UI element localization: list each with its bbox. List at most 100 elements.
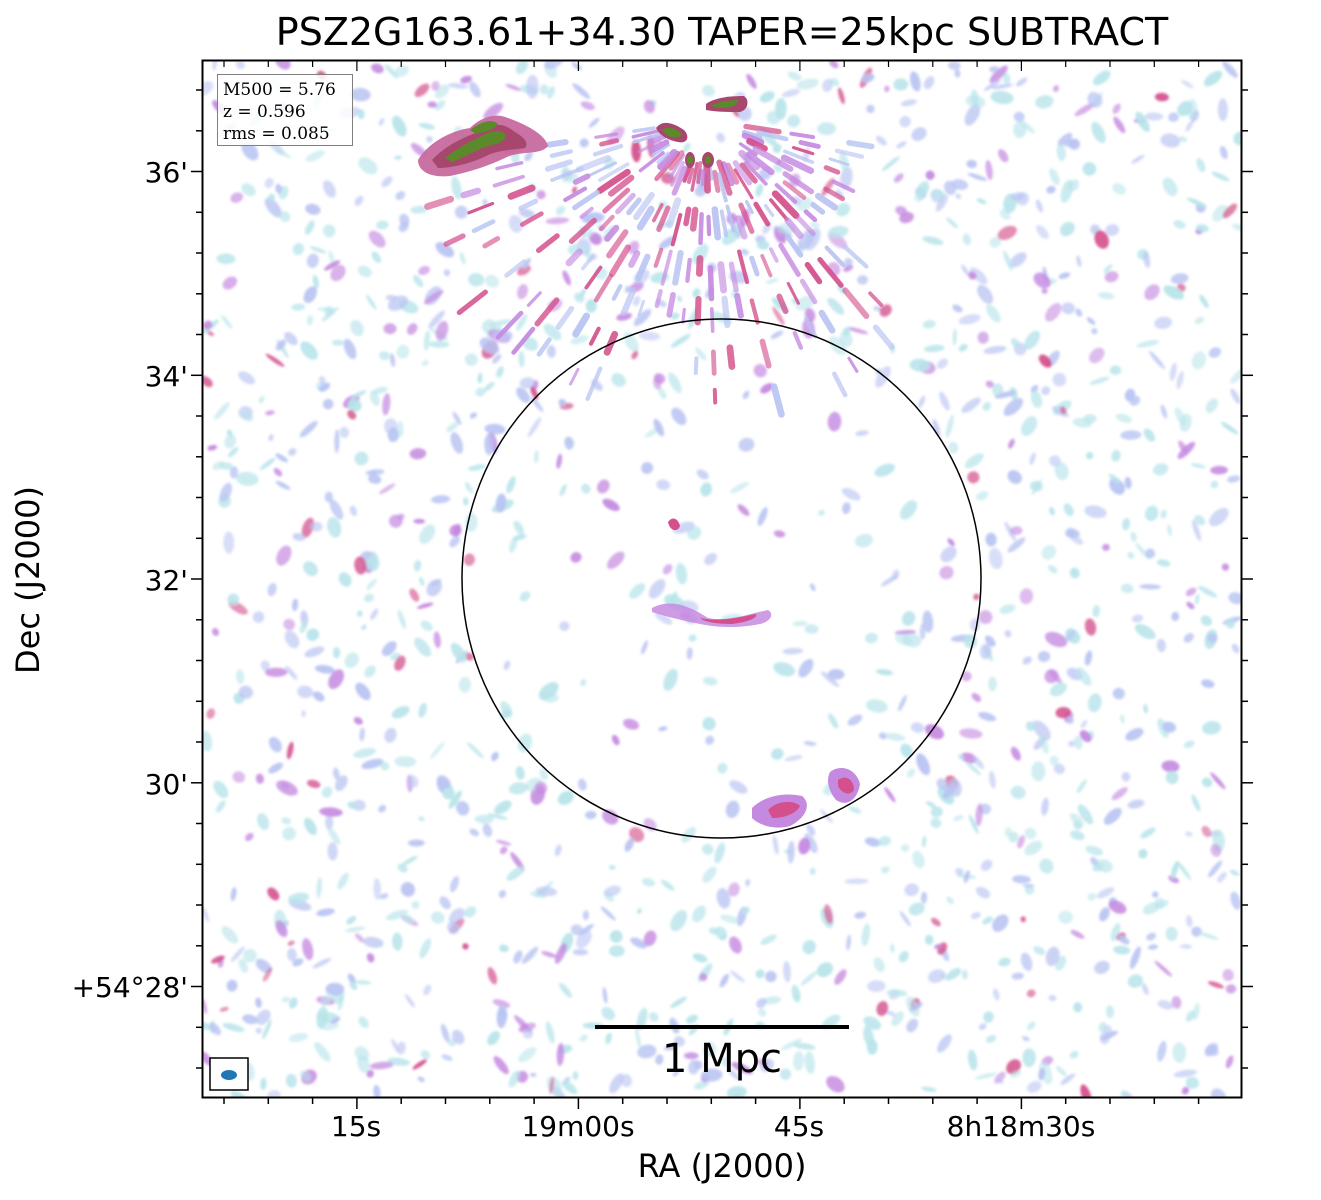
noise-blob <box>816 962 834 978</box>
noise-blob <box>288 448 297 456</box>
noise-blob <box>314 665 335 674</box>
noise-blob <box>572 83 591 99</box>
noise-blob <box>1060 179 1074 203</box>
noise-blob <box>404 994 415 1008</box>
noise-blob <box>1210 465 1228 475</box>
noise-blob <box>729 481 750 494</box>
noise-blob <box>464 482 474 494</box>
noise-blob <box>276 545 292 566</box>
noise-blob <box>1079 730 1092 743</box>
noise-blob <box>519 591 531 602</box>
noise-blob <box>539 768 549 781</box>
noise-blob <box>365 469 385 476</box>
noise-blob <box>878 836 892 846</box>
artifact-ray-segment <box>842 244 869 269</box>
noise-blob <box>323 260 341 271</box>
noise-blob <box>264 197 282 218</box>
artifact-ray-segment <box>744 199 754 215</box>
scale-bar-label: 1 Mpc <box>662 1036 782 1082</box>
noise-blob <box>312 957 332 969</box>
noise-blob <box>456 801 470 816</box>
noise-blob <box>431 495 451 504</box>
noise-blob <box>675 562 688 585</box>
noise-blob <box>281 996 291 1003</box>
noise-blob <box>886 989 908 997</box>
artifact-ray-segment <box>654 289 663 309</box>
noise-blob <box>827 225 849 238</box>
noise-blob <box>1154 92 1169 102</box>
noise-blob <box>641 640 648 655</box>
artifact-ray-segment <box>668 150 685 171</box>
noise-blobs <box>203 61 1241 1097</box>
noise-blob <box>600 906 616 921</box>
noise-blob <box>714 842 726 864</box>
noise-blob <box>784 755 803 762</box>
noise-blob <box>285 1073 297 1088</box>
noise-blob <box>898 951 909 963</box>
noise-blob <box>1099 1031 1110 1045</box>
noise-blob <box>1112 687 1125 700</box>
redshift-text: z = 0.596 <box>223 102 306 122</box>
noise-blob <box>999 604 1016 614</box>
noise-blob <box>1013 111 1025 123</box>
noise-blob <box>412 1059 428 1070</box>
noise-blob <box>989 770 996 789</box>
noise-blob <box>629 827 645 843</box>
noise-blob <box>1010 338 1020 348</box>
noise-blob <box>1145 548 1156 559</box>
noise-blob <box>350 390 367 400</box>
noise-blob <box>283 618 296 631</box>
noise-blob <box>498 889 507 899</box>
noise-blob <box>873 957 885 973</box>
noise-blob <box>1186 99 1198 120</box>
noise-blob <box>1191 794 1201 812</box>
artifact-ray-segment <box>456 289 488 316</box>
noise-blob <box>900 99 917 107</box>
noise-blob <box>916 753 931 776</box>
noise-blob <box>796 78 819 90</box>
noise-blob <box>570 552 582 563</box>
noise-blob <box>1069 1050 1079 1059</box>
noise-blob <box>306 628 320 642</box>
noise-blob <box>975 803 983 827</box>
noise-blob <box>817 122 836 136</box>
noise-blob <box>847 714 863 726</box>
beam-box <box>209 1057 249 1091</box>
artifact-ray-segment <box>666 291 676 318</box>
noise-blob <box>255 958 272 974</box>
noise-blob <box>1097 292 1115 300</box>
noise-blob <box>760 934 777 945</box>
noise-blob <box>727 1068 741 1081</box>
noise-blob <box>738 437 755 452</box>
noise-blob <box>968 814 979 834</box>
noise-blob <box>508 214 523 233</box>
noise-blob <box>213 780 229 798</box>
noise-blob <box>589 232 602 245</box>
noise-blob <box>806 824 816 836</box>
noise-blob <box>384 418 398 435</box>
noise-blob <box>1221 563 1230 571</box>
noise-blob <box>346 916 357 925</box>
noise-blob <box>918 395 926 409</box>
noise-blob <box>508 782 528 795</box>
noise-blob <box>633 309 652 327</box>
noise-blob <box>527 417 542 438</box>
noise-blob <box>624 838 634 852</box>
artifact-ray-segment <box>637 139 662 154</box>
noise-blob <box>1171 611 1180 622</box>
noise-blob <box>494 800 512 815</box>
noise-blob <box>970 912 981 919</box>
noise-blob <box>605 1032 612 1045</box>
noise-blob <box>1181 1086 1190 1095</box>
noise-blob <box>1092 605 1100 618</box>
noise-blob <box>884 732 906 741</box>
noise-blob <box>242 1014 258 1025</box>
noise-blob <box>230 887 237 902</box>
noise-blob <box>725 800 740 818</box>
noise-blob <box>267 582 277 597</box>
artifact-ray-segment <box>579 206 594 219</box>
noise-blob <box>241 183 256 197</box>
artifact-ray-segment <box>549 149 573 159</box>
noise-blob <box>636 908 643 914</box>
noise-blob <box>904 883 919 897</box>
